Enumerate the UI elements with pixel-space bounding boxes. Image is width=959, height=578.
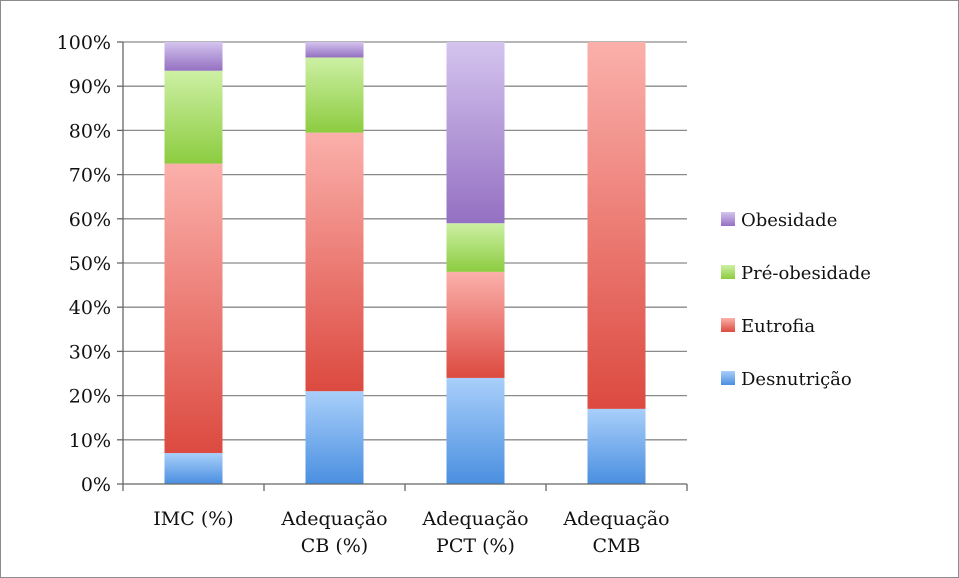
axes [117, 41, 688, 491]
y-tick-label: 100% [57, 32, 111, 54]
bar-segment [164, 70, 223, 164]
bar-segment [446, 377, 505, 484]
x-category-label: Adequação CMB [562, 508, 669, 557]
legend-item: Eutrofia [721, 316, 815, 337]
bar-segment [587, 42, 646, 409]
bar-segment [305, 42, 364, 58]
y-tick-label: 40% [69, 297, 111, 319]
y-tick-label: 80% [69, 120, 111, 142]
bar-segment [446, 271, 505, 378]
bar-segment [305, 57, 364, 133]
bars [164, 42, 646, 484]
x-category-label: Adequação CB (%) [280, 508, 387, 557]
y-tick-label: 90% [69, 76, 111, 98]
legend-label: Pré-obesidade [741, 263, 871, 284]
legend-item: Desnutrição [721, 369, 852, 390]
bar-segment [164, 453, 223, 484]
bar-segment [164, 163, 223, 454]
bar-segment [305, 391, 364, 484]
legend-item: Obesidade [721, 210, 837, 231]
legend-label: Eutrofia [741, 316, 815, 337]
bar-segment [164, 42, 223, 71]
legend-label: Desnutrição [741, 369, 852, 390]
y-tick-label: 70% [69, 165, 111, 187]
y-tick-labels: 0% 10% 20% 30% 40% 50% 60% 70% 80% 90% 100% [57, 32, 111, 496]
bar-segment [446, 223, 505, 272]
y-tick-label: 60% [69, 209, 111, 231]
legend-item: Pré-obesidade [721, 263, 871, 284]
y-tick-label: 30% [69, 341, 111, 363]
y-tick-label: 20% [69, 386, 111, 408]
legend-swatch [721, 318, 735, 332]
legend-swatch [721, 371, 735, 385]
y-tick-label: 10% [69, 430, 111, 452]
bar-segment [446, 42, 505, 224]
legend-swatch [721, 212, 735, 226]
legend-label: Obesidade [741, 210, 837, 231]
y-tick-label: 50% [69, 253, 111, 275]
x-category-label: IMC (%) [153, 508, 233, 530]
bar-segment [305, 132, 364, 392]
y-tick-label: 0% [81, 474, 111, 496]
bar-segment [587, 408, 646, 484]
x-category-label: Adequação PCT (%) [421, 508, 528, 557]
x-category-labels: IMC (%) Adequação CB (%) Adequação PCT (%) Ad… [153, 508, 669, 557]
legend: Obesidade Pré-obesidade Eutrofia Desnutriçã… [721, 210, 871, 390]
legend-swatch [721, 265, 735, 279]
